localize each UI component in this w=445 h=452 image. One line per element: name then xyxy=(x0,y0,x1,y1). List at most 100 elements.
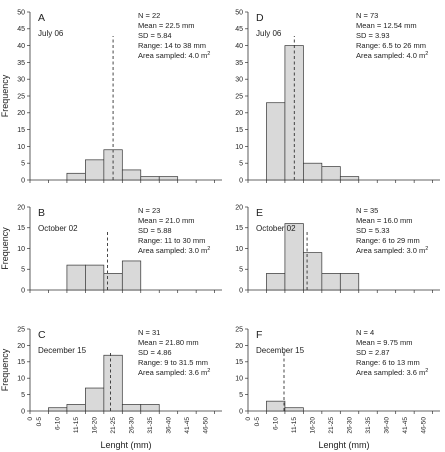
panel-e-stat: SD = 5.33 xyxy=(356,226,390,235)
panel-e-ytick-label: 20 xyxy=(235,204,243,211)
panel-a-stat: Mean = 22.5 mm xyxy=(138,21,194,30)
panel-f-xtick-label: 31-35 xyxy=(365,417,372,434)
panel-a-bar xyxy=(140,176,160,181)
panel-f-xtick-label: 11-15 xyxy=(291,417,298,434)
panel-c-bar xyxy=(103,354,123,412)
panel-c-date: December 15 xyxy=(38,346,87,355)
panel-d-area: Area sampled: 4.0 m2 xyxy=(356,51,428,60)
panel-a-ytick-label: 5 xyxy=(21,161,25,168)
panel-d-bar xyxy=(339,176,360,181)
panel-d-ytick-label: 15 xyxy=(235,127,243,134)
panel-c-stat: Mean = 21.80 mm xyxy=(138,338,199,347)
panel-a-bar xyxy=(85,159,105,181)
panel-f-ytick-label: 20 xyxy=(235,343,243,350)
panel-f-date: December 15 xyxy=(256,346,305,355)
panel-c-bar xyxy=(140,404,160,412)
panel-c-bar xyxy=(66,404,86,412)
panel-a-ytick-label: 35 xyxy=(17,60,25,67)
panel-b-area-sup: 2 xyxy=(207,246,210,252)
panel-d-area-sup: 2 xyxy=(425,51,428,57)
panel-d-bar xyxy=(266,102,286,181)
panel-f-area-text: Area sampled: 3.6 m xyxy=(356,368,425,377)
panel-c-bar xyxy=(121,404,142,412)
panel-c-stat: Range: 9 to 31.5 mm xyxy=(138,358,208,367)
panel-a-bar xyxy=(158,176,179,181)
panel-d-bar xyxy=(303,162,323,181)
panel-f-xtick-label: 21-25 xyxy=(328,417,335,434)
panel-a-ytick-label: 30 xyxy=(17,77,25,84)
panel-d-area-text: Area sampled: 4.0 m xyxy=(356,51,425,60)
panel-a-ylabel: Frequency xyxy=(0,74,10,117)
panel-f-xlabel: Lenght (mm) xyxy=(318,440,369,450)
panel-f-xtick-label: 0-5 xyxy=(254,417,261,427)
panel-c-xtick-label: 11-15 xyxy=(73,417,80,434)
panel-d-stat: Mean = 12.54 mm xyxy=(356,21,417,30)
panel-d-stat: Range: 6.5 to 26 mm xyxy=(356,41,426,50)
panel-f-stat: SD = 2.87 xyxy=(356,348,390,357)
panel-d-ytick-label: 50 xyxy=(235,9,243,16)
panel-f-area: Area sampled: 3.6 m2 xyxy=(356,368,428,377)
panel-b-ytick-label: 20 xyxy=(17,204,25,211)
panel-f-ytick-label: 10 xyxy=(235,376,243,383)
panel-c-xtick-label: 0 xyxy=(27,417,34,421)
panel-d-stat: N = 73 xyxy=(356,11,378,20)
panel-a-stat: SD = 5.84 xyxy=(138,31,172,40)
panel-e-area-text: Area sampled: 3.0 m xyxy=(356,246,425,255)
panel-f-stat: Range: 6 to 13 mm xyxy=(356,358,420,367)
panel-d-letter: D xyxy=(256,12,264,24)
panel-c-ytick-label: 10 xyxy=(17,376,25,383)
panel-d-stat: SD = 3.93 xyxy=(356,31,390,40)
panel-c-ytick-label: 20 xyxy=(17,343,25,350)
panel-d-ytick-label: 40 xyxy=(235,43,243,50)
panel-f-area-sup: 2 xyxy=(425,368,428,374)
panel-c-xtick-label: 16-20 xyxy=(92,417,99,434)
panel-b-bar xyxy=(121,260,142,291)
panel-e-ytick-label: 5 xyxy=(239,267,243,274)
panel-d-bar xyxy=(321,166,341,181)
panel-d-ytick-label: 10 xyxy=(235,144,243,151)
panel-b-ylabel: Frequency xyxy=(0,227,10,270)
panel-a-letter: A xyxy=(38,12,45,24)
panel-c-ytick-label: 0 xyxy=(21,408,25,415)
panel-f-ytick-label: 25 xyxy=(235,326,243,333)
panel-c-ytick-label: 5 xyxy=(21,392,25,399)
panel-a-area-sup: 2 xyxy=(207,51,210,57)
panel-f-xtick-label: 36-40 xyxy=(383,417,390,434)
panel-a-ytick-label: 25 xyxy=(17,93,25,100)
panel-c-xtick-label: 36-40 xyxy=(165,417,172,434)
panel-f-ytick-label: 5 xyxy=(239,392,243,399)
panel-c-xtick-label: 6-10 xyxy=(55,417,62,430)
panel-a-stat: Range: 14 to 38 mm xyxy=(138,41,206,50)
panel-c-letter: C xyxy=(38,329,46,341)
panel-f-xtick-label: 46-50 xyxy=(420,417,427,434)
panel-a-ytick-label: 15 xyxy=(17,127,25,134)
panel-e-area: Area sampled: 3.0 m2 xyxy=(356,246,428,255)
panel-f-ytick-label: 0 xyxy=(239,408,243,415)
panel-e-letter: E xyxy=(256,207,263,219)
panel-c-bar xyxy=(85,387,105,412)
panel-c-bar xyxy=(48,407,68,412)
panel-c-ytick-label: 15 xyxy=(17,359,25,366)
panel-a-bar xyxy=(121,169,142,181)
panel-a-ytick-label: 20 xyxy=(17,110,25,117)
panel-c-xtick-label: 21-25 xyxy=(110,417,117,434)
panel-b-letter: B xyxy=(38,207,45,219)
panel-b-stat: N = 23 xyxy=(138,206,160,215)
panel-a-area: Area sampled: 4.0 m2 xyxy=(138,51,210,60)
panel-f-xtick-label: 6-10 xyxy=(273,417,280,430)
panel-b-ytick-label: 15 xyxy=(17,225,25,232)
panel-e-date: October 02 xyxy=(256,224,296,233)
panel-b-area: Area sampled: 3.0 m2 xyxy=(138,246,210,255)
panel-e-stat: Range: 6 to 29 mm xyxy=(356,236,420,245)
panel-a-ytick-label: 40 xyxy=(17,43,25,50)
panel-b-stat: Mean = 21.0 mm xyxy=(138,216,194,225)
panel-c-xtick-label: 0-5 xyxy=(36,417,43,427)
panel-b-bar xyxy=(85,264,105,291)
panel-d-ytick-label: 20 xyxy=(235,110,243,117)
panel-e-stat: Mean = 16.0 mm xyxy=(356,216,412,225)
